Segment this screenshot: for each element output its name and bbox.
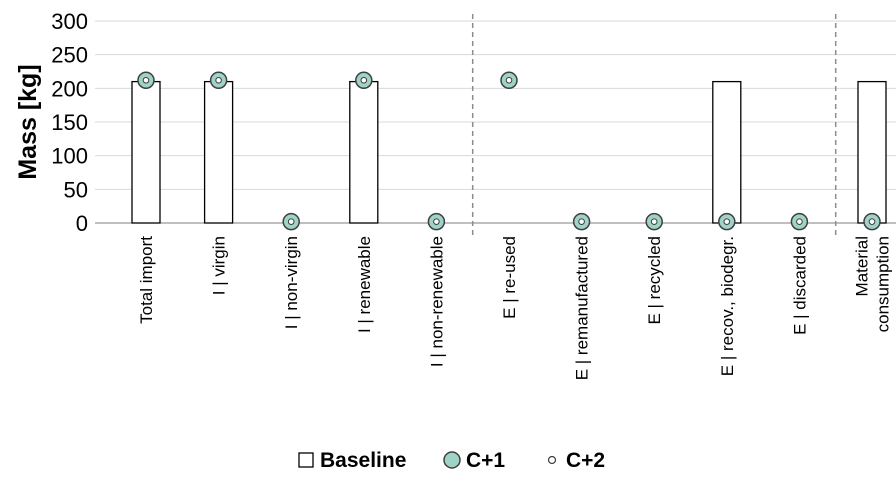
category-label: I | renewable xyxy=(355,236,374,333)
c2-point xyxy=(650,218,658,225)
c2-point xyxy=(578,218,585,225)
c2-point xyxy=(868,218,876,225)
y-tick-label: 200 xyxy=(51,76,88,101)
category-label: E | recov., biodegr. xyxy=(718,236,737,376)
legend-swatch-baseline xyxy=(298,452,314,468)
x-axis-labels: Total import I | virgin I | non-virgin I | … xyxy=(137,236,893,381)
category-label: I | virgin xyxy=(210,236,229,295)
baseline-bars xyxy=(131,80,887,224)
category-label: I | non-renewable xyxy=(427,236,446,367)
category-label: I | non-virgin xyxy=(282,236,301,329)
baseline-bar xyxy=(349,80,379,224)
legend-swatch-c1 xyxy=(443,451,461,469)
legend-swatch-c2 xyxy=(547,455,557,465)
c2-point xyxy=(360,76,368,84)
category-label: Total import xyxy=(137,236,156,324)
y-tick-label: 100 xyxy=(51,144,88,169)
c2-point xyxy=(433,218,440,225)
baseline-bar xyxy=(857,80,887,224)
scenario-markers xyxy=(137,71,881,231)
y-tick-label: 150 xyxy=(51,110,88,135)
y-tick-label: 0 xyxy=(76,211,88,236)
c2-point xyxy=(142,76,150,84)
c2-point xyxy=(215,76,222,84)
legend-label: Baseline xyxy=(320,449,406,472)
category-label: E | discarded xyxy=(790,236,809,335)
legend-label: C+1 xyxy=(466,449,505,472)
c2-point xyxy=(505,76,513,84)
legend-label: C+2 xyxy=(566,449,605,472)
y-axis-label: Mass [kg] xyxy=(14,64,42,179)
y-tick-label: 250 xyxy=(51,43,88,68)
y-tick-label: 300 xyxy=(51,9,88,34)
category-label: E | remanufactured xyxy=(573,236,592,380)
category-label: E | re-used xyxy=(500,236,519,319)
category-label: E | recycled xyxy=(645,236,664,325)
category-label: Material consumption xyxy=(853,236,893,332)
c2-point xyxy=(796,218,803,225)
c2-point xyxy=(723,218,731,225)
group-separators xyxy=(471,14,837,238)
baseline-bar xyxy=(203,80,234,224)
legend: Baseline C+1 C+2 xyxy=(298,449,605,472)
baseline-bar xyxy=(712,80,742,224)
c2-point xyxy=(287,218,295,225)
y-axis-ticks: 0 50 100 150 200 250 300 xyxy=(51,9,88,236)
y-tick-label: 50 xyxy=(64,177,88,202)
baseline-bar xyxy=(131,80,161,224)
